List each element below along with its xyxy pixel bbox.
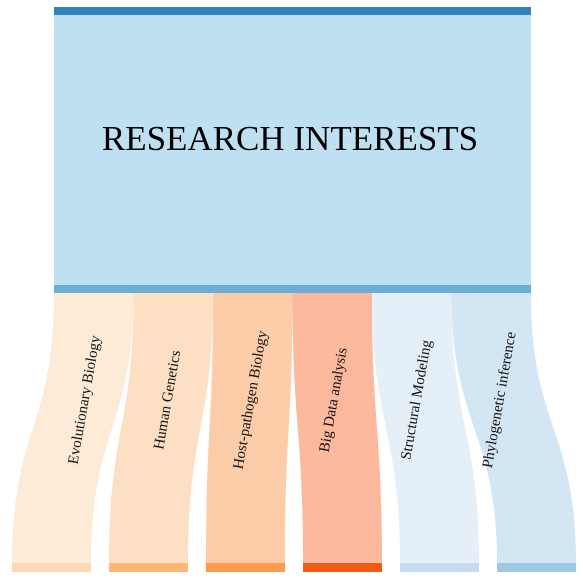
- header-top-bar: [54, 7, 531, 15]
- diagram-title: RESEARCH INTERESTS: [102, 119, 478, 158]
- flow-band-3: [206, 293, 293, 563]
- interest-node-5: [400, 563, 479, 572]
- interest-node-2: [109, 563, 188, 572]
- flow-band-5: [372, 293, 479, 563]
- interest-node-4: [303, 563, 382, 572]
- interest-node-6: [497, 563, 576, 572]
- flow-band-4: [292, 293, 382, 563]
- header-bottom-bar: [54, 285, 531, 293]
- interest-flows: Evolutionary Biology Human Genetics Host-p…: [12, 293, 576, 572]
- flow-band-6: [451, 293, 576, 563]
- flow-band-2: [109, 293, 213, 563]
- interest-node-1: [12, 563, 91, 572]
- interest-node-3: [206, 563, 285, 572]
- header-node: [54, 7, 531, 293]
- flow-band-1: [12, 293, 134, 563]
